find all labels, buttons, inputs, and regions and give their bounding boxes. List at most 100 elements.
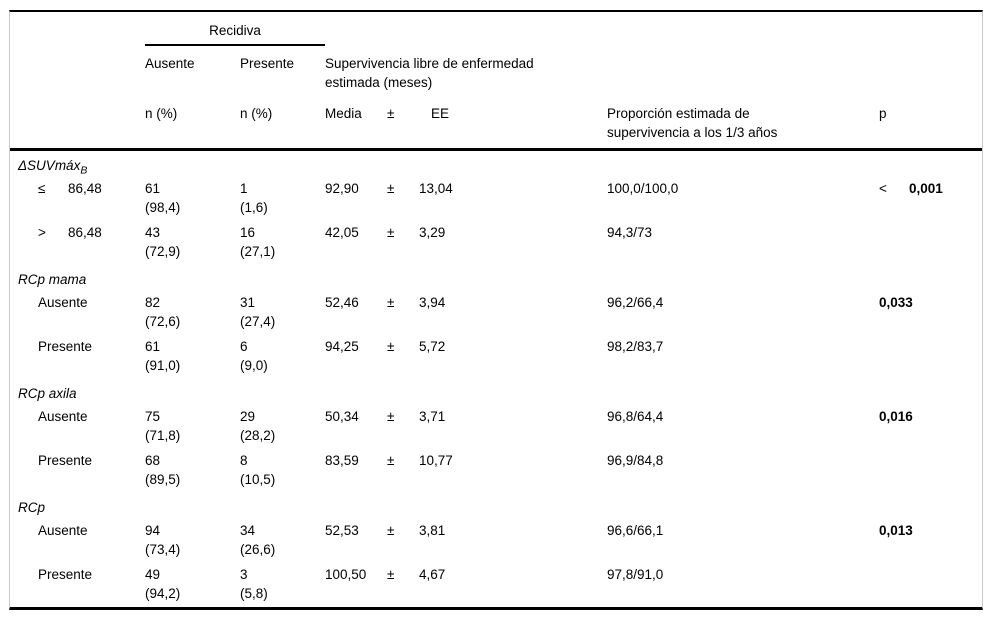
- row-label-text: Presente: [38, 339, 93, 354]
- table-row: Presente 68 (89,5) 8 (10,5) 83,59 ± 10,7…: [10, 449, 982, 493]
- presente-cell: 3 (5,8): [240, 565, 325, 607]
- section-label-dsuvmax: ΔSUVmáxB: [10, 151, 982, 177]
- presente-pct: (10,5): [240, 472, 276, 487]
- ee-cell: 10,77: [419, 453, 453, 468]
- presente-n: 8: [240, 453, 248, 468]
- ee-cell: 13,04: [419, 181, 453, 196]
- ausente-cell: 82 (72,6): [145, 293, 240, 335]
- ee-cell: 3,81: [419, 523, 446, 538]
- proportion-header-line1: Proporción estimada de: [607, 106, 750, 121]
- row-label-text: 86,48: [68, 181, 102, 196]
- ausente-n: 43: [145, 225, 161, 240]
- section-label-text: ΔSUVmáx: [18, 158, 81, 173]
- row-label: Presente: [10, 565, 145, 607]
- presente-cell: 34 (26,6): [240, 521, 325, 563]
- media-cell: 52,53: [325, 523, 359, 538]
- ausente-pct: (89,5): [145, 472, 181, 487]
- presente-cell: 1 (1,6): [240, 179, 325, 221]
- p-sign: <: [879, 181, 887, 196]
- ausente-pct: (72,6): [145, 314, 181, 329]
- ausente-cell: 75 (71,8): [145, 407, 240, 449]
- section-dsuvmax: ΔSUVmáxB ≤86,48 61 (98,4) 1 (1,6) 92,90 …: [10, 151, 982, 265]
- plus-minus-cell: ±: [387, 339, 395, 354]
- row-label: Ausente: [10, 407, 145, 449]
- ausente-n: 49: [145, 567, 161, 582]
- proportion-cell: 96,6/66,1: [607, 523, 664, 538]
- presente-cell: 6 (9,0): [240, 337, 325, 379]
- ausente-cell: 49 (94,2): [145, 565, 240, 607]
- presente-n: 29: [240, 409, 256, 424]
- section-label-subscript: B: [80, 164, 88, 177]
- presente-pct: (27,4): [240, 314, 276, 329]
- row-label-text: Ausente: [38, 409, 88, 424]
- table-row: ≤86,48 61 (98,4) 1 (1,6) 92,90 ± 13,04 1…: [10, 177, 982, 221]
- presente-cell: 29 (28,2): [240, 407, 325, 449]
- row-label-text: Ausente: [38, 523, 88, 538]
- plus-minus-cell: ±: [387, 567, 395, 582]
- section-label-text: RCp mama: [18, 272, 87, 287]
- plus-minus-cell: ±: [387, 295, 395, 310]
- ee-cell: 5,72: [419, 339, 446, 354]
- p-value-cell: 0,033: [875, 293, 982, 335]
- p-value-cell: 0,016: [875, 407, 982, 449]
- section-label-text: RCp axila: [18, 386, 77, 401]
- p-value-cell: 0,013: [875, 521, 982, 563]
- proportion-cell: 96,8/64,4: [607, 409, 664, 424]
- row-label: >86,48: [10, 223, 145, 265]
- plus-minus-cell: ±: [387, 225, 395, 240]
- section-rcp-mama: RCp mama Ausente 82 (72,6) 31 (27,4) 52,…: [10, 265, 982, 379]
- proportion-cell: 94,3/73: [607, 225, 653, 240]
- presente-n: 1: [240, 181, 248, 196]
- presente-pct: (27,1): [240, 244, 276, 259]
- p-value: 0,016: [879, 409, 913, 424]
- media-header: Media: [325, 106, 362, 121]
- p-value-cell: [875, 451, 982, 493]
- recidiva-spanner-header: Recidiva: [145, 12, 325, 46]
- table-row: >86,48 43 (72,9) 16 (27,1) 42,05 ± 3,29 …: [10, 221, 982, 265]
- row-label-text: Presente: [38, 453, 93, 468]
- media-cell: 50,34: [325, 409, 359, 424]
- p-value-cell: [875, 223, 982, 265]
- presente-pct: (9,0): [240, 358, 268, 373]
- plus-minus-cell: ±: [387, 523, 395, 538]
- section-rcp: RCp Ausente 94 (73,4) 34 (26,6) 52,53 ± …: [10, 493, 982, 607]
- presente-pct: (1,6): [240, 200, 268, 215]
- plus-minus-cell: ±: [387, 453, 395, 468]
- ausente-pct: (71,8): [145, 428, 181, 443]
- ausente-pct: (91,0): [145, 358, 181, 373]
- ee-cell: 3,29: [419, 225, 446, 240]
- row-label: Ausente: [10, 521, 145, 563]
- ee-header: EE: [431, 106, 450, 121]
- plus-minus-header: ±: [387, 106, 395, 121]
- presente-pct: (28,2): [240, 428, 276, 443]
- proportion-header-line2: supervivencia a los 1/3 años: [607, 125, 778, 140]
- plus-minus-cell: ±: [387, 409, 395, 424]
- p-value: 0,033: [879, 295, 913, 310]
- media-cell: 52,46: [325, 295, 359, 310]
- proportion-cell: 96,9/84,8: [607, 453, 664, 468]
- ausente-pct: (73,4): [145, 542, 181, 557]
- table-header: Recidiva Ausente Presente Supervivencia …: [10, 12, 982, 151]
- row-label-text: Presente: [38, 567, 93, 582]
- row-label: Ausente: [10, 293, 145, 335]
- supervivencia-header-line2: estimada (meses): [325, 75, 433, 90]
- section-rcp-axila: RCp axila Ausente 75 (71,8) 29 (28,2) 50…: [10, 379, 982, 493]
- ausente-pct: (98,4): [145, 200, 181, 215]
- presente-n: 3: [240, 567, 248, 582]
- presente-n: 6: [240, 339, 248, 354]
- p-value: 0,013: [879, 523, 913, 538]
- header-row-groups: Ausente Presente Supervivencia libre de …: [10, 46, 982, 96]
- presente-n: 31: [240, 295, 256, 310]
- p-value: 0,001: [909, 181, 943, 196]
- supervivencia-header-line1: Supervivencia libre de enfermedad: [325, 56, 534, 71]
- survival-table: Recidiva Ausente Presente Supervivencia …: [9, 10, 983, 610]
- section-label-rcp-axila: RCp axila: [10, 379, 982, 405]
- table-row: Ausente 94 (73,4) 34 (26,6) 52,53 ± 3,81…: [10, 519, 982, 563]
- presente-pct: (5,8): [240, 586, 268, 601]
- ausente-cell: 94 (73,4): [145, 521, 240, 563]
- table-row: Ausente 75 (71,8) 29 (28,2) 50,34 ± 3,71…: [10, 405, 982, 449]
- ausente-cell: 61 (98,4): [145, 179, 240, 221]
- presente-cell: 8 (10,5): [240, 451, 325, 493]
- table-row: Presente 61 (91,0) 6 (9,0) 94,25 ± 5,72 …: [10, 335, 982, 379]
